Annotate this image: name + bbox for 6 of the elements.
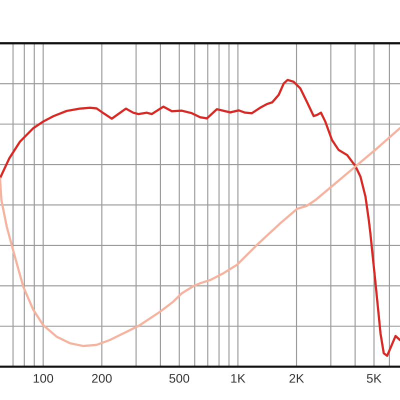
x-tick-label: 200: [92, 374, 112, 383]
x-tick-label: 100: [34, 374, 54, 383]
x-tick-label: 2K: [290, 374, 304, 383]
x-tick-label: 1K: [231, 374, 246, 383]
x-tick-label: 5K: [366, 374, 382, 383]
x-tick-label: 500: [169, 374, 190, 383]
